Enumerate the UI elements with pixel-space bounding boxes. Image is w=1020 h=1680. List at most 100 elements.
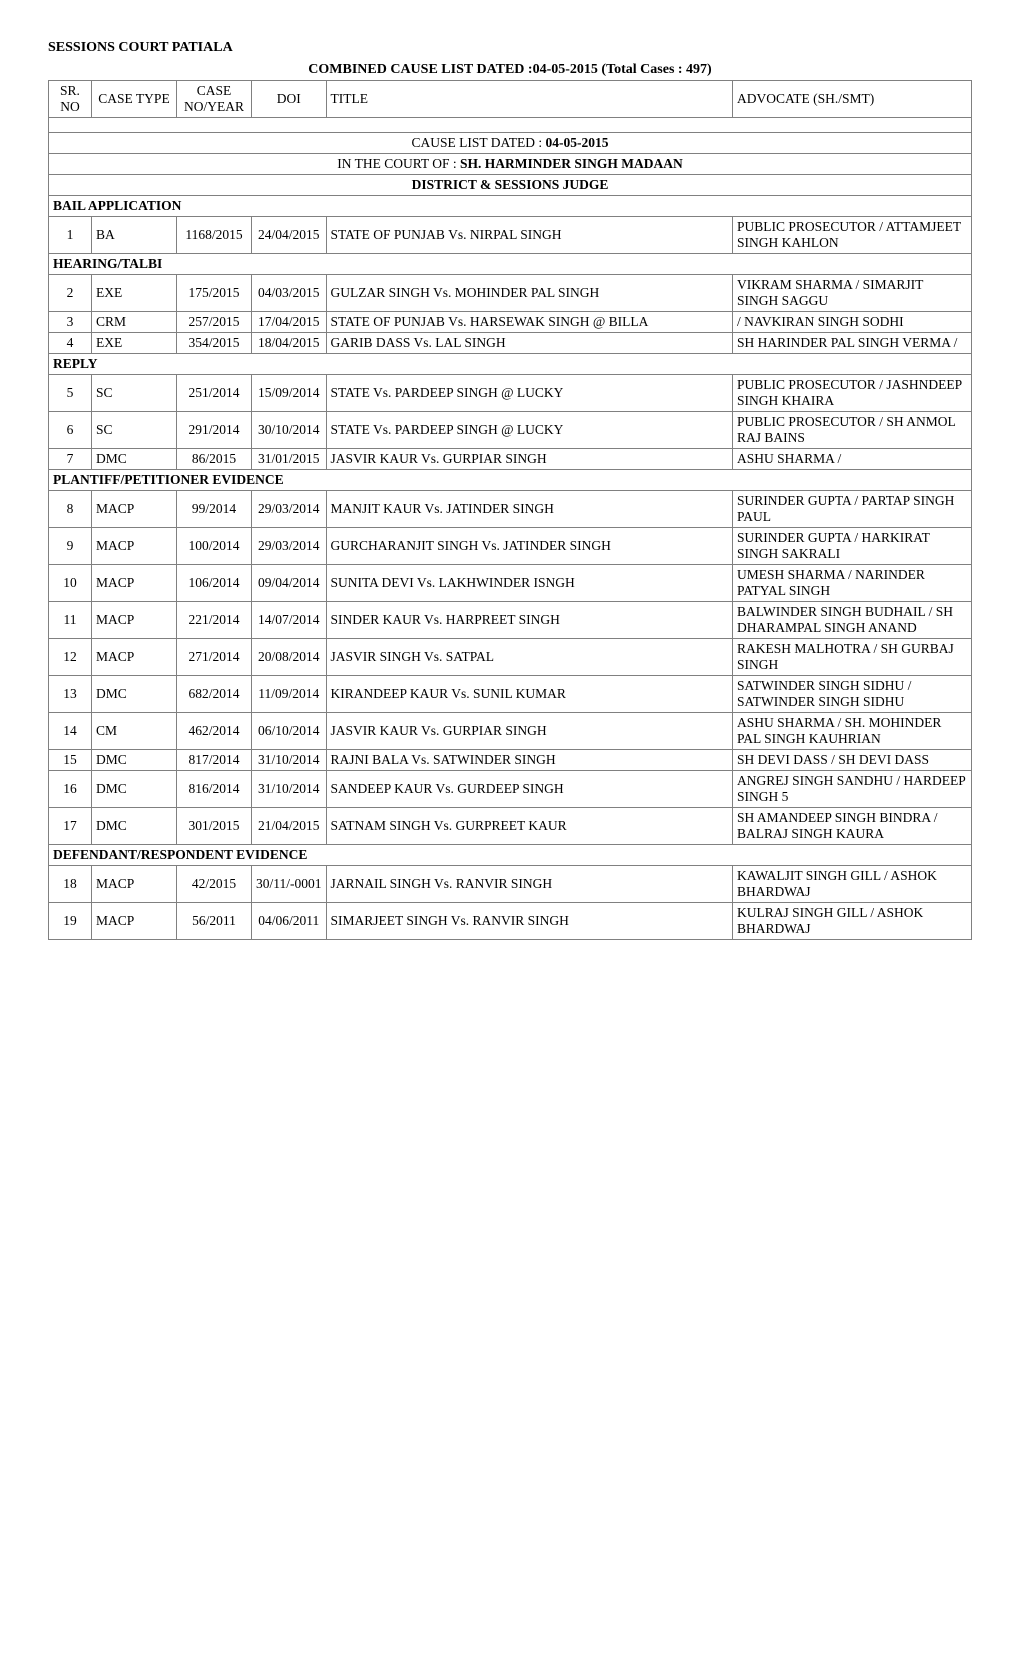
cell-title: JASVIR KAUR Vs. GURPIAR SINGH bbox=[326, 713, 733, 750]
cell-title: GARIB DASS Vs. LAL SINGH bbox=[326, 333, 733, 354]
cell-case: 86/2015 bbox=[177, 449, 252, 470]
cell-advocate: ASHU SHARMA / bbox=[733, 449, 972, 470]
cell-advocate: BALWINDER SINGH BUDHAIL / SH DHARAMPAL S… bbox=[733, 602, 972, 639]
cell-advocate: SURINDER GUPTA / PARTAP SINGH PAUL bbox=[733, 491, 972, 528]
cell-case: 291/2014 bbox=[177, 412, 252, 449]
judge-title-row: DISTRICT & SESSIONS JUDGE bbox=[49, 175, 972, 196]
cell-type: DMC bbox=[92, 771, 177, 808]
cell-sr: 11 bbox=[49, 602, 92, 639]
cell-doi: 31/01/2015 bbox=[252, 449, 327, 470]
table-row: 14CM462/201406/10/2014JASVIR KAUR Vs. GU… bbox=[49, 713, 972, 750]
cell-case: 42/2015 bbox=[177, 866, 252, 903]
cell-title: JASVIR KAUR Vs. GURPIAR SINGH bbox=[326, 449, 733, 470]
cell-doi: 21/04/2015 bbox=[252, 808, 327, 845]
section-label: BAIL APPLICATION bbox=[49, 196, 972, 217]
cell-title: GULZAR SINGH Vs. MOHINDER PAL SINGH bbox=[326, 275, 733, 312]
cell-doi: 30/10/2014 bbox=[252, 412, 327, 449]
cell-sr: 15 bbox=[49, 750, 92, 771]
cell-sr: 7 bbox=[49, 449, 92, 470]
table-row: 4EXE354/201518/04/2015GARIB DASS Vs. LAL… bbox=[49, 333, 972, 354]
cell-advocate: SH HARINDER PAL SINGH VERMA / bbox=[733, 333, 972, 354]
cell-advocate: / NAVKIRAN SINGH SODHI bbox=[733, 312, 972, 333]
section-row: REPLY bbox=[49, 354, 972, 375]
cell-sr: 4 bbox=[49, 333, 92, 354]
section-row: HEARING/TALBI bbox=[49, 254, 972, 275]
table-row: 5SC251/201415/09/2014STATE Vs. PARDEEP S… bbox=[49, 375, 972, 412]
cell-title: SATNAM SINGH Vs. GURPREET KAUR bbox=[326, 808, 733, 845]
cell-title: JASVIR SINGH Vs. SATPAL bbox=[326, 639, 733, 676]
header-row: SR. NO CASE TYPE CASE NO/YEAR DOI TITLE … bbox=[49, 81, 972, 118]
cell-advocate: SH AMANDEEP SINGH BINDRA / BALRAJ SINGH … bbox=[733, 808, 972, 845]
table-row: 2EXE175/201504/03/2015GULZAR SINGH Vs. M… bbox=[49, 275, 972, 312]
cell-doi: 29/03/2014 bbox=[252, 491, 327, 528]
cell-title: SINDER KAUR Vs. HARPREET SINGH bbox=[326, 602, 733, 639]
table-row: 11MACP221/201414/07/2014SINDER KAUR Vs. … bbox=[49, 602, 972, 639]
cell-doi: 29/03/2014 bbox=[252, 528, 327, 565]
table-row: 16DMC816/201431/10/2014SANDEEP KAUR Vs. … bbox=[49, 771, 972, 808]
cell-case: 817/2014 bbox=[177, 750, 252, 771]
cell-doi: 20/08/2014 bbox=[252, 639, 327, 676]
cell-advocate: ASHU SHARMA / SH. MOHINDER PAL SINGH KAU… bbox=[733, 713, 972, 750]
cell-doi: 31/10/2014 bbox=[252, 771, 327, 808]
cell-sr: 2 bbox=[49, 275, 92, 312]
cell-type: MACP bbox=[92, 639, 177, 676]
table-row: 10MACP106/201409/04/2014SUNITA DEVI Vs. … bbox=[49, 565, 972, 602]
cell-sr: 8 bbox=[49, 491, 92, 528]
cell-title: RAJNI BALA Vs. SATWINDER SINGH bbox=[326, 750, 733, 771]
cell-advocate: PUBLIC PROSECUTOR / SH ANMOL RAJ BAINS bbox=[733, 412, 972, 449]
cell-type: MACP bbox=[92, 528, 177, 565]
cause-list-date: 04-05-2015 bbox=[546, 135, 609, 150]
cell-title: STATE OF PUNJAB Vs. HARSEWAK SINGH @ BIL… bbox=[326, 312, 733, 333]
cell-case: 175/2015 bbox=[177, 275, 252, 312]
cell-case: 354/2015 bbox=[177, 333, 252, 354]
cell-type: BA bbox=[92, 217, 177, 254]
cell-advocate: UMESH SHARMA / NARINDER PATYAL SINGH bbox=[733, 565, 972, 602]
cause-list-dated-row: CAUSE LIST DATED : 04-05-2015 bbox=[49, 133, 972, 154]
table-row: 18MACP42/201530/11/-0001JARNAIL SINGH Vs… bbox=[49, 866, 972, 903]
cell-sr: 16 bbox=[49, 771, 92, 808]
section-row: BAIL APPLICATION bbox=[49, 196, 972, 217]
cell-case: 301/2015 bbox=[177, 808, 252, 845]
table-body: CAUSE LIST DATED : 04-05-2015 IN THE COU… bbox=[49, 118, 972, 940]
cell-sr: 9 bbox=[49, 528, 92, 565]
cell-type: MACP bbox=[92, 903, 177, 940]
col-doi: DOI bbox=[252, 81, 327, 118]
cell-case: 257/2015 bbox=[177, 312, 252, 333]
section-label: HEARING/TALBI bbox=[49, 254, 972, 275]
cell-type: DMC bbox=[92, 808, 177, 845]
cause-list-prefix: CAUSE LIST DATED : bbox=[411, 135, 545, 150]
cell-case: 99/2014 bbox=[177, 491, 252, 528]
cell-doi: 24/04/2015 bbox=[252, 217, 327, 254]
cell-case: 1168/2015 bbox=[177, 217, 252, 254]
cell-doi: 30/11/-0001 bbox=[252, 866, 327, 903]
cell-doi: 14/07/2014 bbox=[252, 602, 327, 639]
cell-type: MACP bbox=[92, 866, 177, 903]
in-court-row: IN THE COURT OF : SH. HARMINDER SINGH MA… bbox=[49, 154, 972, 175]
table-row: 8MACP99/201429/03/2014MANJIT KAUR Vs. JA… bbox=[49, 491, 972, 528]
cell-title: GURCHARANJIT SINGH Vs. JATINDER SINGH bbox=[326, 528, 733, 565]
spacer-row bbox=[49, 118, 972, 133]
cell-title: STATE Vs. PARDEEP SINGH @ LUCKY bbox=[326, 412, 733, 449]
cell-case: 106/2014 bbox=[177, 565, 252, 602]
cell-case: 251/2014 bbox=[177, 375, 252, 412]
cell-advocate: PUBLIC PROSECUTOR / JASHNDEEP SINGH KHAI… bbox=[733, 375, 972, 412]
cell-case: 271/2014 bbox=[177, 639, 252, 676]
table-row: 19MACP56/201104/06/2011SIMARJEET SINGH V… bbox=[49, 903, 972, 940]
cell-title: SIMARJEET SINGH Vs. RANVIR SINGH bbox=[326, 903, 733, 940]
cell-type: EXE bbox=[92, 333, 177, 354]
cell-title: KIRANDEEP KAUR Vs. SUNIL KUMAR bbox=[326, 676, 733, 713]
cell-type: MACP bbox=[92, 491, 177, 528]
col-adv: ADVOCATE (SH./SMT) bbox=[733, 81, 972, 118]
section-row: DEFENDANT/RESPONDENT EVIDENCE bbox=[49, 845, 972, 866]
cell-advocate: VIKRAM SHARMA / SIMARJIT SINGH SAGGU bbox=[733, 275, 972, 312]
cell-case: 221/2014 bbox=[177, 602, 252, 639]
cell-case: 100/2014 bbox=[177, 528, 252, 565]
cell-doi: 04/06/2011 bbox=[252, 903, 327, 940]
cell-doi: 17/04/2015 bbox=[252, 312, 327, 333]
cell-sr: 17 bbox=[49, 808, 92, 845]
cell-case: 462/2014 bbox=[177, 713, 252, 750]
cell-sr: 6 bbox=[49, 412, 92, 449]
table-row: 15DMC817/201431/10/2014RAJNI BALA Vs. SA… bbox=[49, 750, 972, 771]
cell-advocate: SATWINDER SINGH SIDHU / SATWINDER SINGH … bbox=[733, 676, 972, 713]
section-label: DEFENDANT/RESPONDENT EVIDENCE bbox=[49, 845, 972, 866]
